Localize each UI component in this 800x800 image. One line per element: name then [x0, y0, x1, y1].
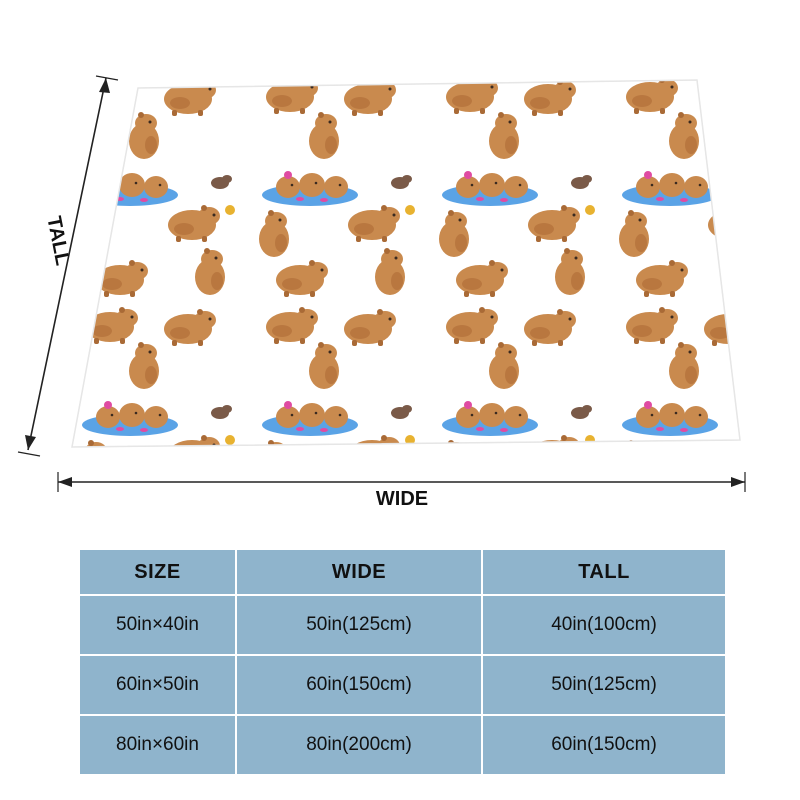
header-size: SIZE	[80, 550, 237, 594]
table-cell: 50in×40in	[80, 594, 237, 654]
wide-label: WIDE	[376, 488, 428, 510]
tall-dimension-arrow	[17, 75, 119, 457]
table-cell: 60in(150cm)	[237, 654, 483, 714]
table-cell: 50in(125cm)	[483, 654, 725, 714]
table-cell: 40in(100cm)	[483, 594, 725, 654]
table-cell: 80in×60in	[80, 714, 237, 774]
tall-label: TALL	[42, 214, 73, 267]
header-tall: TALL	[578, 560, 630, 583]
header-wide: WIDE	[237, 550, 483, 594]
table-cell: 50in(125cm)	[237, 594, 483, 654]
blanket	[71, 79, 741, 448]
table-cell: 60in×50in	[80, 654, 237, 714]
table-cell: 60in(150cm)	[483, 714, 725, 774]
wide-dimension-arrow	[57, 472, 746, 492]
size-table: SIZE WIDE TALL 50in×40in 50in(125cm) 40i…	[80, 550, 725, 774]
table-cell: 80in(200cm)	[237, 714, 483, 774]
